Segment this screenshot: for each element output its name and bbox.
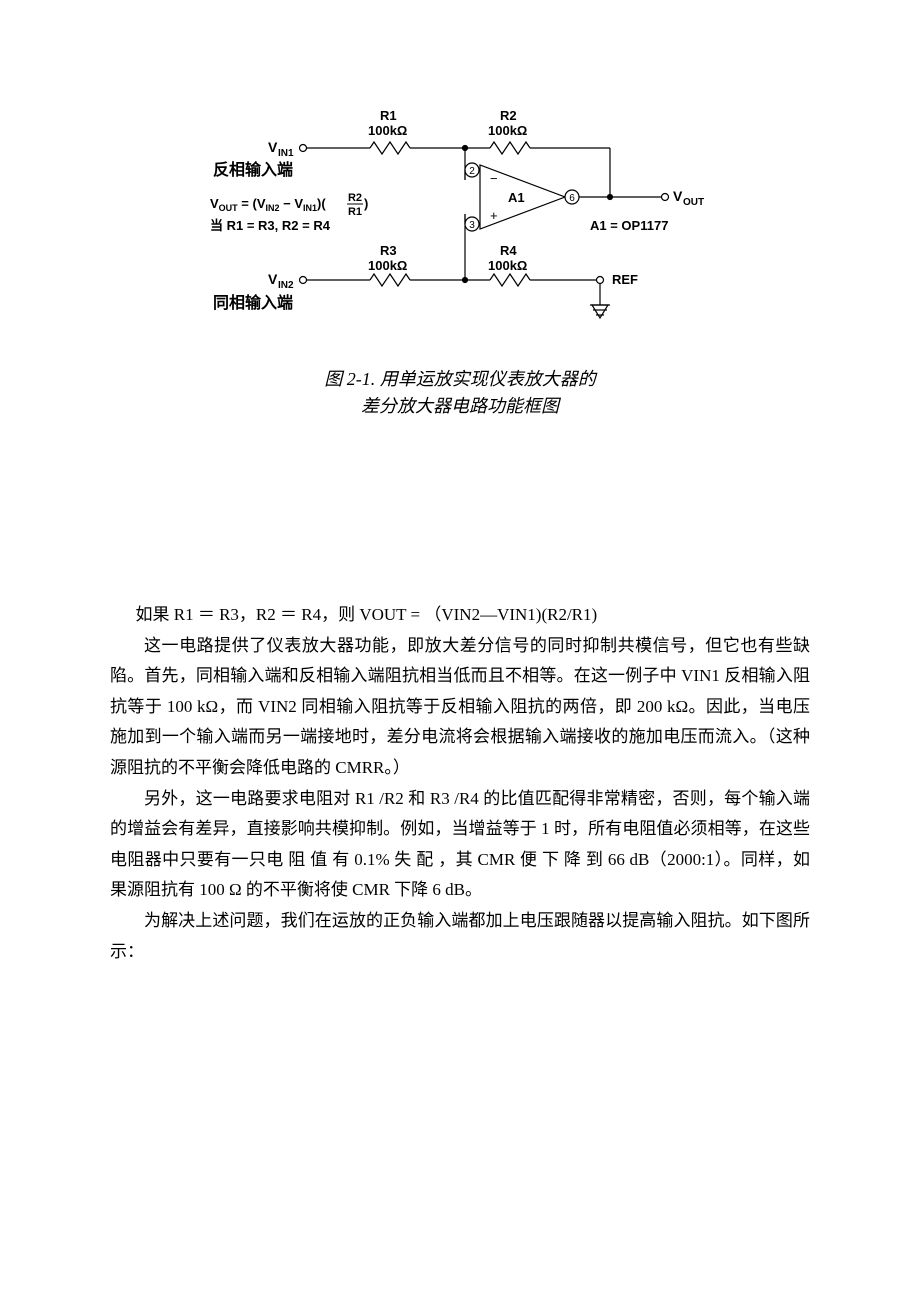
a1-label: A1 <box>508 190 525 205</box>
r1-label: R1 <box>380 108 397 123</box>
figure-caption: 图 2-1. 用单运放实现仪表放大器的 差分放大器电路功能框图 <box>324 366 596 420</box>
figure-block: 2 3 6 − + A1 <box>110 80 810 590</box>
plus-sign: + <box>490 208 498 223</box>
r4-label: R4 <box>500 243 517 258</box>
inverting-label: 反相输入端 <box>213 160 293 179</box>
ref-label: REF <box>612 272 638 287</box>
page: 2 3 6 − + A1 <box>0 0 920 1027</box>
pin2-label: 2 <box>469 166 475 177</box>
svg-text:R2: R2 <box>348 192 362 204</box>
r3-value: 100kΩ <box>368 258 407 273</box>
paragraph-4: 为解决上述问题，我们在运放的正负输入端都加上电压跟随器以提高输入阻抗。如下图所示… <box>110 906 810 967</box>
pin6-label: 6 <box>569 193 575 204</box>
svg-text:VOUT = (VIN2 − VIN1)(: VOUT = (VIN2 − VIN1)( <box>210 196 326 213</box>
vin2-v: V <box>268 271 278 287</box>
pin3-label: 3 <box>469 220 475 231</box>
caption-line2: 差分放大器电路功能框图 <box>361 396 559 416</box>
r2-label: R2 <box>500 108 517 123</box>
paragraph-3: 另外，这一电路要求电阻对 R1 /R2 和 R3 /R4 的比值匹配得非常精密，… <box>110 784 810 906</box>
r3-label: R3 <box>380 243 397 258</box>
minus-sign: − <box>490 171 498 186</box>
r4-value: 100kΩ <box>488 258 527 273</box>
equation: VOUT = (VIN2 − VIN1)( R2 R1 ) <box>210 192 368 218</box>
vout-sub: OUT <box>683 197 704 208</box>
svg-text:R1: R1 <box>348 206 362 218</box>
vout-v: V <box>673 188 683 204</box>
caption-line1: 图 2-1. 用单运放实现仪表放大器的 <box>324 369 596 389</box>
opamp-part: A1 = OP1177 <box>590 218 668 233</box>
circuit-svg: 2 3 6 − + A1 <box>210 80 710 360</box>
noninverting-label: 同相输入端 <box>213 293 293 312</box>
paragraph-1: 如果 R1 ＝ R3，R2 ＝ R4，则 VOUT = （VIN2—VIN1)(… <box>110 600 810 631</box>
vin1-v: V <box>268 139 278 155</box>
svg-text:): ) <box>364 196 368 211</box>
vin1-sub: IN1 <box>278 148 294 159</box>
r2-value: 100kΩ <box>488 123 527 138</box>
r1-value: 100kΩ <box>368 123 407 138</box>
circuit-diagram: 2 3 6 − + A1 <box>210 80 710 360</box>
vin2-sub: IN2 <box>278 280 294 291</box>
paragraph-2: 这一电路提供了仪表放大器功能，即放大差分信号的同时抑制共模信号，但它也有些缺陷。… <box>110 631 810 784</box>
condition-label: 当 R1 = R3, R2 = R4 <box>210 218 331 233</box>
